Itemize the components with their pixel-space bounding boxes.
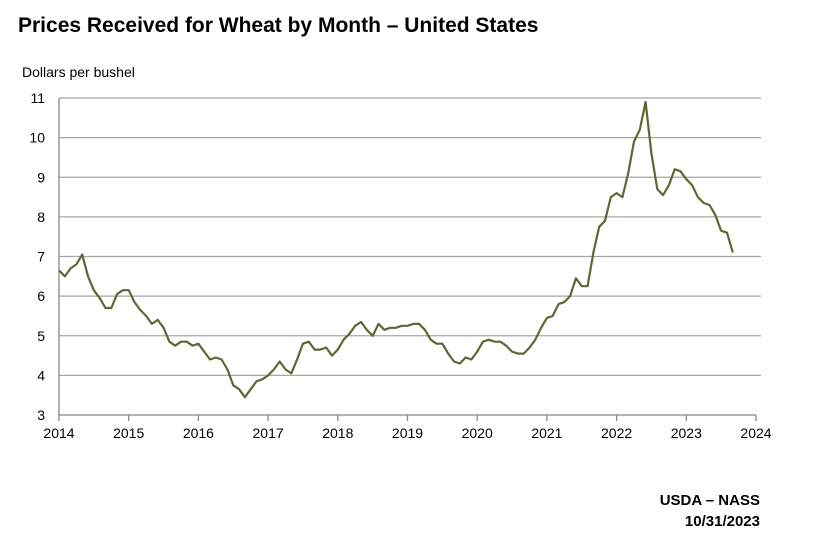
y-axis-label: Dollars per bushel — [22, 64, 135, 80]
y-tick-label: 7 — [37, 249, 45, 265]
y-tick-label: 10 — [29, 130, 45, 146]
y-tick-label: 4 — [37, 367, 45, 383]
x-tick-label: 2024 — [740, 425, 771, 441]
x-tick-label: 2022 — [601, 425, 632, 441]
y-tick-label: 9 — [37, 169, 45, 185]
source-agency: USDA – NASS — [659, 492, 760, 509]
x-tick-label: 2021 — [531, 425, 562, 441]
y-tick-label: 3 — [37, 407, 45, 423]
x-tick-label: 2018 — [322, 425, 353, 441]
price-line — [58, 100, 734, 399]
source-note: USDA – NASS 10/31/2023 — [660, 490, 760, 532]
x-tick-label: 2020 — [462, 425, 493, 441]
y-tick-label: 11 — [30, 90, 45, 106]
chart-title: Prices Received for Wheat by Month – Uni… — [18, 14, 539, 37]
y-tick-label: 6 — [37, 288, 45, 304]
y-tick-label: 5 — [37, 328, 45, 344]
x-tick-label: 2014 — [43, 425, 74, 441]
x-tick-label: 2015 — [113, 425, 144, 441]
x-tick-label: 2019 — [392, 425, 423, 441]
x-tick-label: 2017 — [253, 425, 284, 441]
y-tick-label: 8 — [37, 209, 45, 225]
x-tick-label: 2016 — [183, 425, 214, 441]
source-date: 10/31/2023 — [684, 513, 760, 530]
x-tick-label: 2023 — [671, 425, 702, 441]
